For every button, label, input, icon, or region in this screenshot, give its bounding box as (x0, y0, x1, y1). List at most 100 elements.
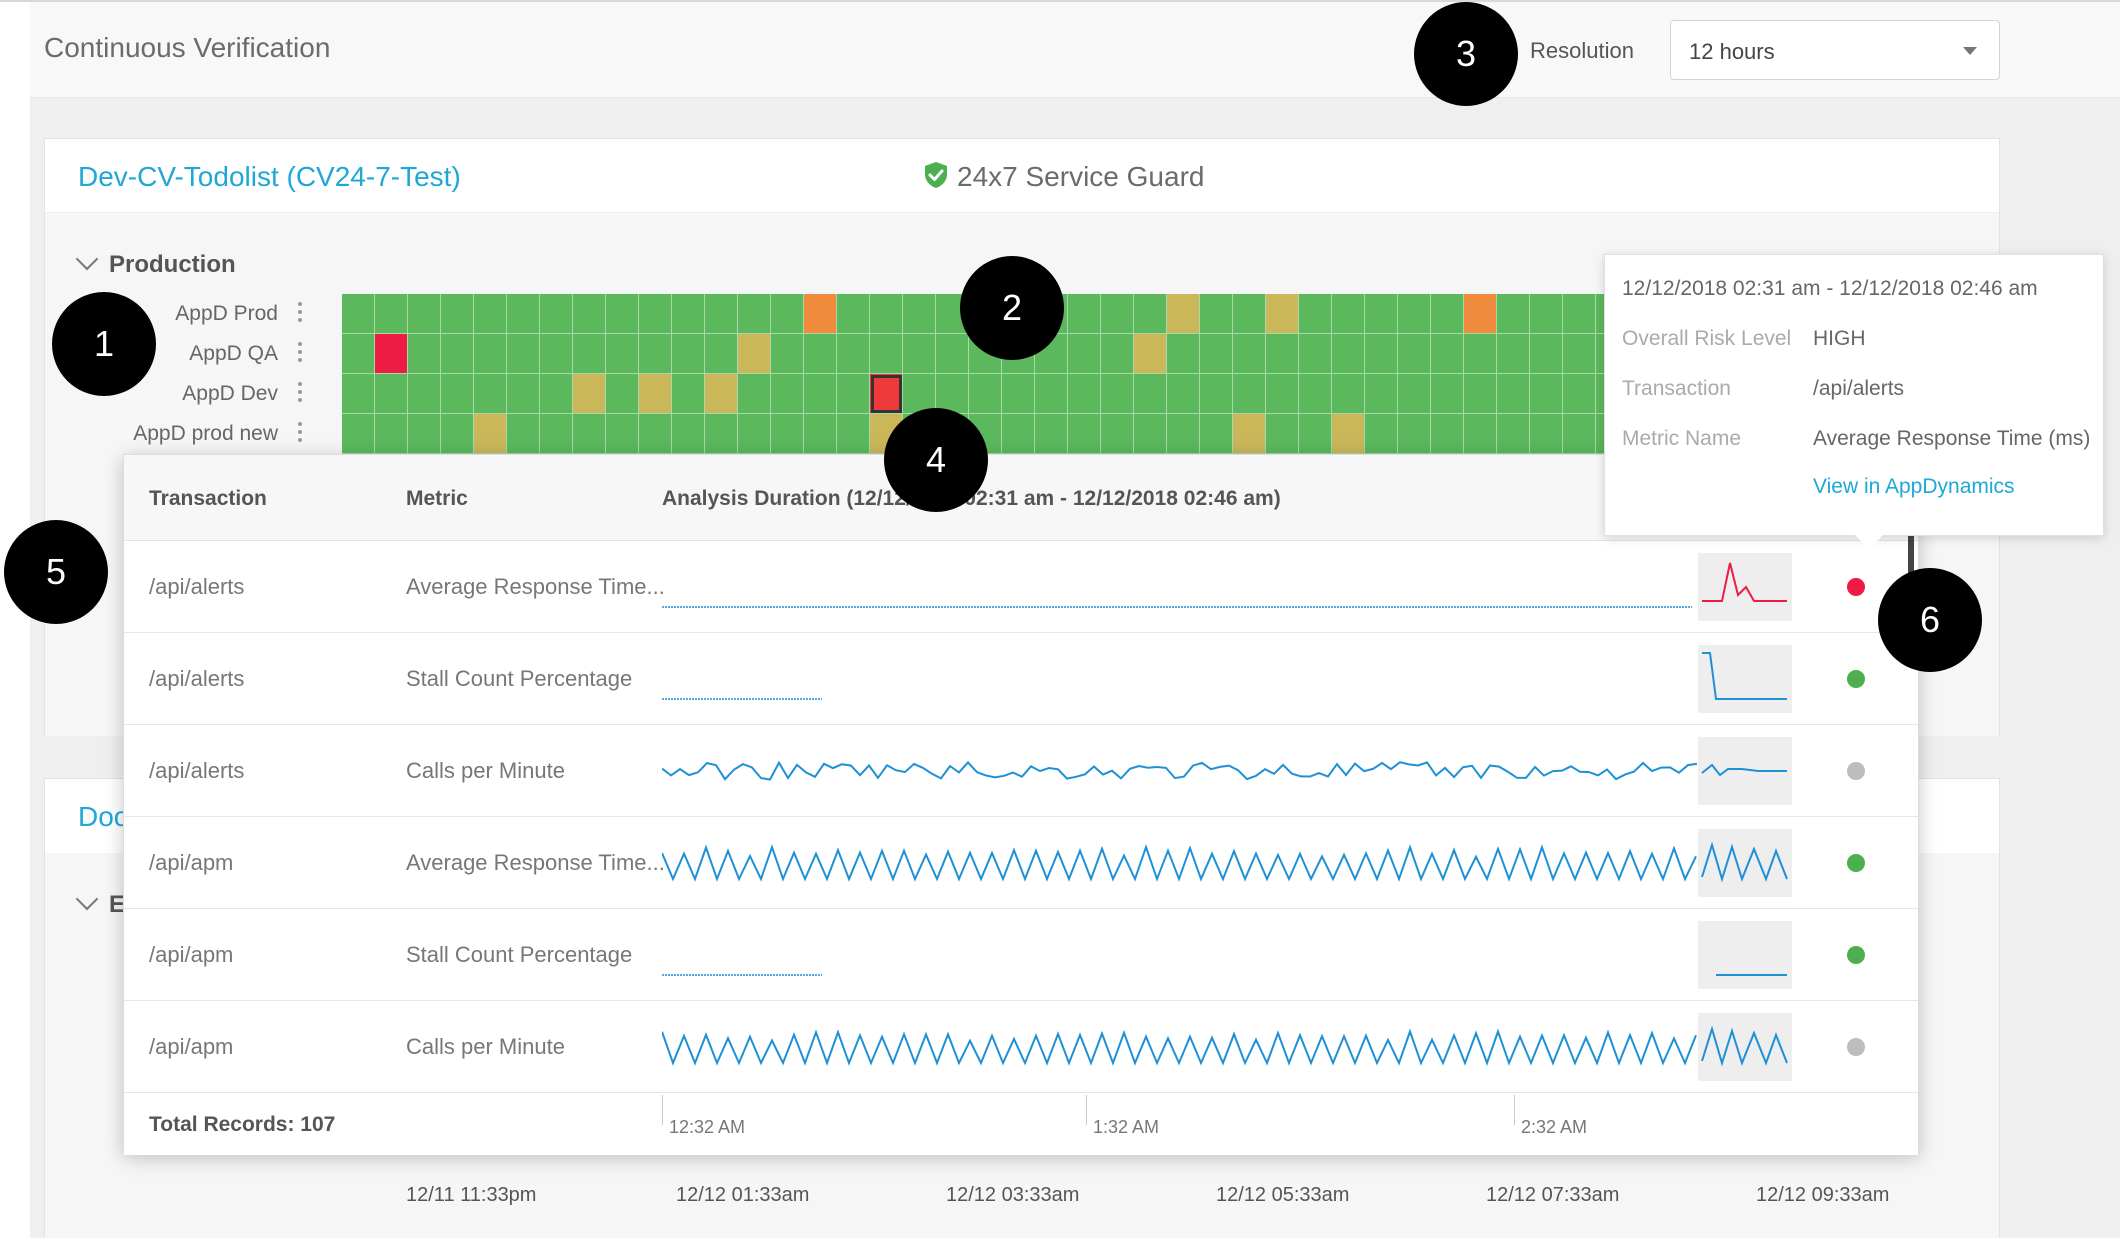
heatmap-cell[interactable] (1464, 334, 1497, 374)
table-row[interactable]: /api/apm Average Response Time... (124, 817, 1918, 909)
heatmap-cell[interactable] (837, 374, 870, 414)
heatmap-cell[interactable] (1068, 374, 1101, 414)
heatmap-cell[interactable] (1068, 294, 1101, 334)
heatmap-cell[interactable] (804, 294, 837, 334)
heatmap-cell[interactable] (771, 294, 804, 334)
heatmap-cell[interactable] (672, 414, 705, 454)
heatmap-cell[interactable] (540, 374, 573, 414)
heatmap-cell[interactable] (1365, 334, 1398, 374)
heatmap-cell[interactable] (408, 414, 441, 454)
heatmap-cell[interactable] (342, 294, 375, 334)
heatmap-cell[interactable] (936, 374, 969, 414)
heatmap-cell[interactable] (375, 414, 408, 454)
heatmap-cell[interactable] (1431, 374, 1464, 414)
heatmap-cell[interactable] (1101, 374, 1134, 414)
heatmap-cell[interactable] (1134, 374, 1167, 414)
heatmap-cell[interactable] (672, 294, 705, 334)
heatmap-cell[interactable] (1266, 294, 1299, 334)
heatmap-cell[interactable] (573, 374, 606, 414)
heatmap-cell[interactable] (903, 374, 936, 414)
heatmap-cell[interactable] (1200, 414, 1233, 454)
heatmap-cell[interactable] (639, 294, 672, 334)
heatmap-cell[interactable] (507, 414, 540, 454)
heatmap-cell[interactable] (1497, 334, 1530, 374)
heatmap-cell[interactable] (573, 294, 606, 334)
heatmap-cell[interactable] (672, 334, 705, 374)
service-title-link-2[interactable]: Doc (78, 801, 128, 832)
heatmap-cell[interactable] (441, 414, 474, 454)
heatmap-cell[interactable] (573, 334, 606, 374)
heatmap-cell[interactable] (1266, 334, 1299, 374)
heatmap-cell[interactable] (342, 374, 375, 414)
heatmap-cell[interactable] (1332, 334, 1365, 374)
heatmap-cell[interactable] (1200, 334, 1233, 374)
heatmap-cell[interactable] (1365, 414, 1398, 454)
heatmap-cell[interactable] (1233, 414, 1266, 454)
resolution-select[interactable]: 12 hours (1670, 20, 2000, 80)
heatmap-cell[interactable] (771, 334, 804, 374)
heatmap-cell[interactable] (1563, 374, 1596, 414)
heatmap-cell[interactable] (1530, 414, 1563, 454)
heatmap-cell[interactable] (375, 334, 408, 374)
heatmap-cell[interactable] (408, 334, 441, 374)
heatmap-cell[interactable] (639, 334, 672, 374)
heatmap-cell[interactable] (804, 414, 837, 454)
heatmap-cell[interactable] (1299, 334, 1332, 374)
heatmap-cell[interactable] (1332, 294, 1365, 334)
heatmap-cell[interactable] (507, 334, 540, 374)
heatmap-cell[interactable] (1299, 374, 1332, 414)
heatmap-cell[interactable] (441, 374, 474, 414)
heatmap-cell[interactable] (672, 374, 705, 414)
heatmap-cell[interactable] (804, 334, 837, 374)
heatmap-cell[interactable] (1299, 294, 1332, 334)
heatmap-cell[interactable] (1563, 414, 1596, 454)
heatmap-cell[interactable] (738, 374, 771, 414)
heatmap-cell[interactable] (1167, 294, 1200, 334)
heatmap-cell[interactable] (1332, 374, 1365, 414)
heatmap-cell[interactable] (1299, 414, 1332, 454)
heatmap-cell[interactable] (1365, 294, 1398, 334)
heatmap-cell[interactable] (1332, 414, 1365, 454)
heatmap-cell[interactable] (1464, 374, 1497, 414)
heatmap-cell[interactable] (705, 334, 738, 374)
heatmap-cell[interactable] (606, 334, 639, 374)
heatmap-cell[interactable] (342, 334, 375, 374)
heatmap-cell[interactable] (738, 334, 771, 374)
more-vertical-icon[interactable] (297, 420, 303, 444)
environment-toggle[interactable]: Production (75, 247, 236, 279)
table-row[interactable]: /api/alerts Calls per Minute (124, 725, 1918, 817)
heatmap-cell[interactable] (375, 374, 408, 414)
heatmap-cell[interactable] (1431, 294, 1464, 334)
heatmap-cell[interactable] (870, 294, 903, 334)
heatmap-cell[interactable] (1431, 414, 1464, 454)
heatmap-cell[interactable] (1002, 414, 1035, 454)
heatmap-cell[interactable] (1431, 334, 1464, 374)
heatmap-cell[interactable] (606, 294, 639, 334)
heatmap-cell[interactable] (507, 294, 540, 334)
heatmap-cell[interactable] (705, 374, 738, 414)
heatmap-cell[interactable] (474, 414, 507, 454)
heatmap-cell[interactable] (1398, 294, 1431, 334)
heatmap-cell[interactable] (606, 374, 639, 414)
heatmap-cell[interactable] (639, 374, 672, 414)
heatmap-cell[interactable] (1497, 374, 1530, 414)
heatmap-cell[interactable] (936, 334, 969, 374)
heatmap-cell[interactable] (540, 334, 573, 374)
heatmap-cell[interactable] (1266, 374, 1299, 414)
heatmap-cell[interactable] (771, 374, 804, 414)
heatmap-cell[interactable] (1167, 374, 1200, 414)
heatmap-cell[interactable] (1002, 374, 1035, 414)
heatmap-cell[interactable] (870, 374, 903, 414)
heatmap-cell[interactable] (771, 414, 804, 454)
heatmap-cell[interactable] (1497, 294, 1530, 334)
heatmap-cell[interactable] (1398, 374, 1431, 414)
heatmap-cell[interactable] (474, 334, 507, 374)
heatmap-cell[interactable] (705, 294, 738, 334)
heatmap-cell[interactable] (606, 414, 639, 454)
heatmap-cell[interactable] (837, 414, 870, 454)
heatmap-cell[interactable] (1530, 334, 1563, 374)
heatmap-cell[interactable] (1101, 414, 1134, 454)
heatmap-cell[interactable] (1167, 334, 1200, 374)
heatmap-cell[interactable] (1134, 414, 1167, 454)
heatmap-cell[interactable] (1167, 414, 1200, 454)
